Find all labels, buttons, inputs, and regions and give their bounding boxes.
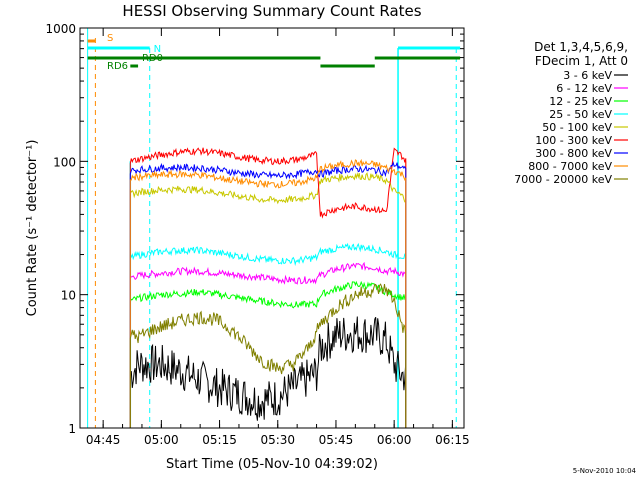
series-line-300to800keV <box>129 160 407 428</box>
legend-label: 50 - 100 keV <box>542 121 612 134</box>
chart-title: HESSI Observing Summary Count Rates <box>122 2 421 20</box>
series-line-100to300keV <box>129 147 407 428</box>
y-tick-label: 10 <box>61 289 76 303</box>
s-flag-label: S <box>107 33 113 44</box>
x-tick-label: 04:45 <box>86 433 121 447</box>
y-tick-label: 100 <box>53 155 76 169</box>
legend-header: FDecim 1, Att 0 <box>535 54 628 68</box>
legend-label: 12 - 25 keV <box>549 95 612 108</box>
x-axis-label: Start Time (05-Nov-10 04:39:02) <box>166 457 378 472</box>
x-tick-label: 05:15 <box>202 433 237 447</box>
series-group <box>129 147 407 428</box>
series-line-6to12keV <box>129 261 407 428</box>
x-axis-ticks: 04:45 05:00 05:15 05:30 05:45 06:00 06:15 <box>86 28 470 447</box>
legend-label: 7000 - 20000 keV <box>514 173 612 186</box>
series-line-25to50keV <box>129 242 407 428</box>
plot-frame <box>79 27 465 429</box>
n-flag-label: N <box>154 44 161 55</box>
y-axis-ticks: 1 10 100 1000 <box>45 22 464 436</box>
x-tick-label: 06:00 <box>377 433 412 447</box>
legend-label: 3 - 6 keV <box>563 69 612 82</box>
legend-header: Det 1,3,4,5,6,9, <box>534 40 628 54</box>
y-tick-label: 1000 <box>45 22 76 36</box>
rd6-flag-label: RD6 <box>107 61 128 72</box>
footer-date: 5-Nov-2010 10:04 <box>573 467 637 475</box>
legend: Det 1,3,4,5,6,9,FDecim 1, Att 03 - 6 keV… <box>514 40 628 186</box>
series-line-50to100keV <box>129 172 407 428</box>
legend-label: 800 - 7000 keV <box>528 160 612 173</box>
x-tick-label: 05:30 <box>260 433 295 447</box>
y-tick-label: 1 <box>68 422 76 436</box>
legend-label: 6 - 12 keV <box>556 82 612 95</box>
series-line-3to6keV <box>129 316 407 428</box>
y-axis-label: Count Rate (s⁻¹ detector⁻¹) <box>25 140 40 317</box>
series-line-12to25keV <box>129 280 407 428</box>
legend-label: 25 - 50 keV <box>549 108 612 121</box>
x-tick-label: 05:00 <box>144 433 179 447</box>
legend-label: 100 - 300 keV <box>535 134 612 147</box>
x-tick-label: 06:15 <box>435 433 470 447</box>
series-line-7000to20000keV <box>129 283 407 428</box>
series-line-800to7000keV <box>129 158 407 428</box>
x-tick-label: 05:45 <box>319 433 354 447</box>
rd0-flag-label: RD0 <box>142 53 163 64</box>
legend-label: 300 - 800 keV <box>535 147 612 160</box>
